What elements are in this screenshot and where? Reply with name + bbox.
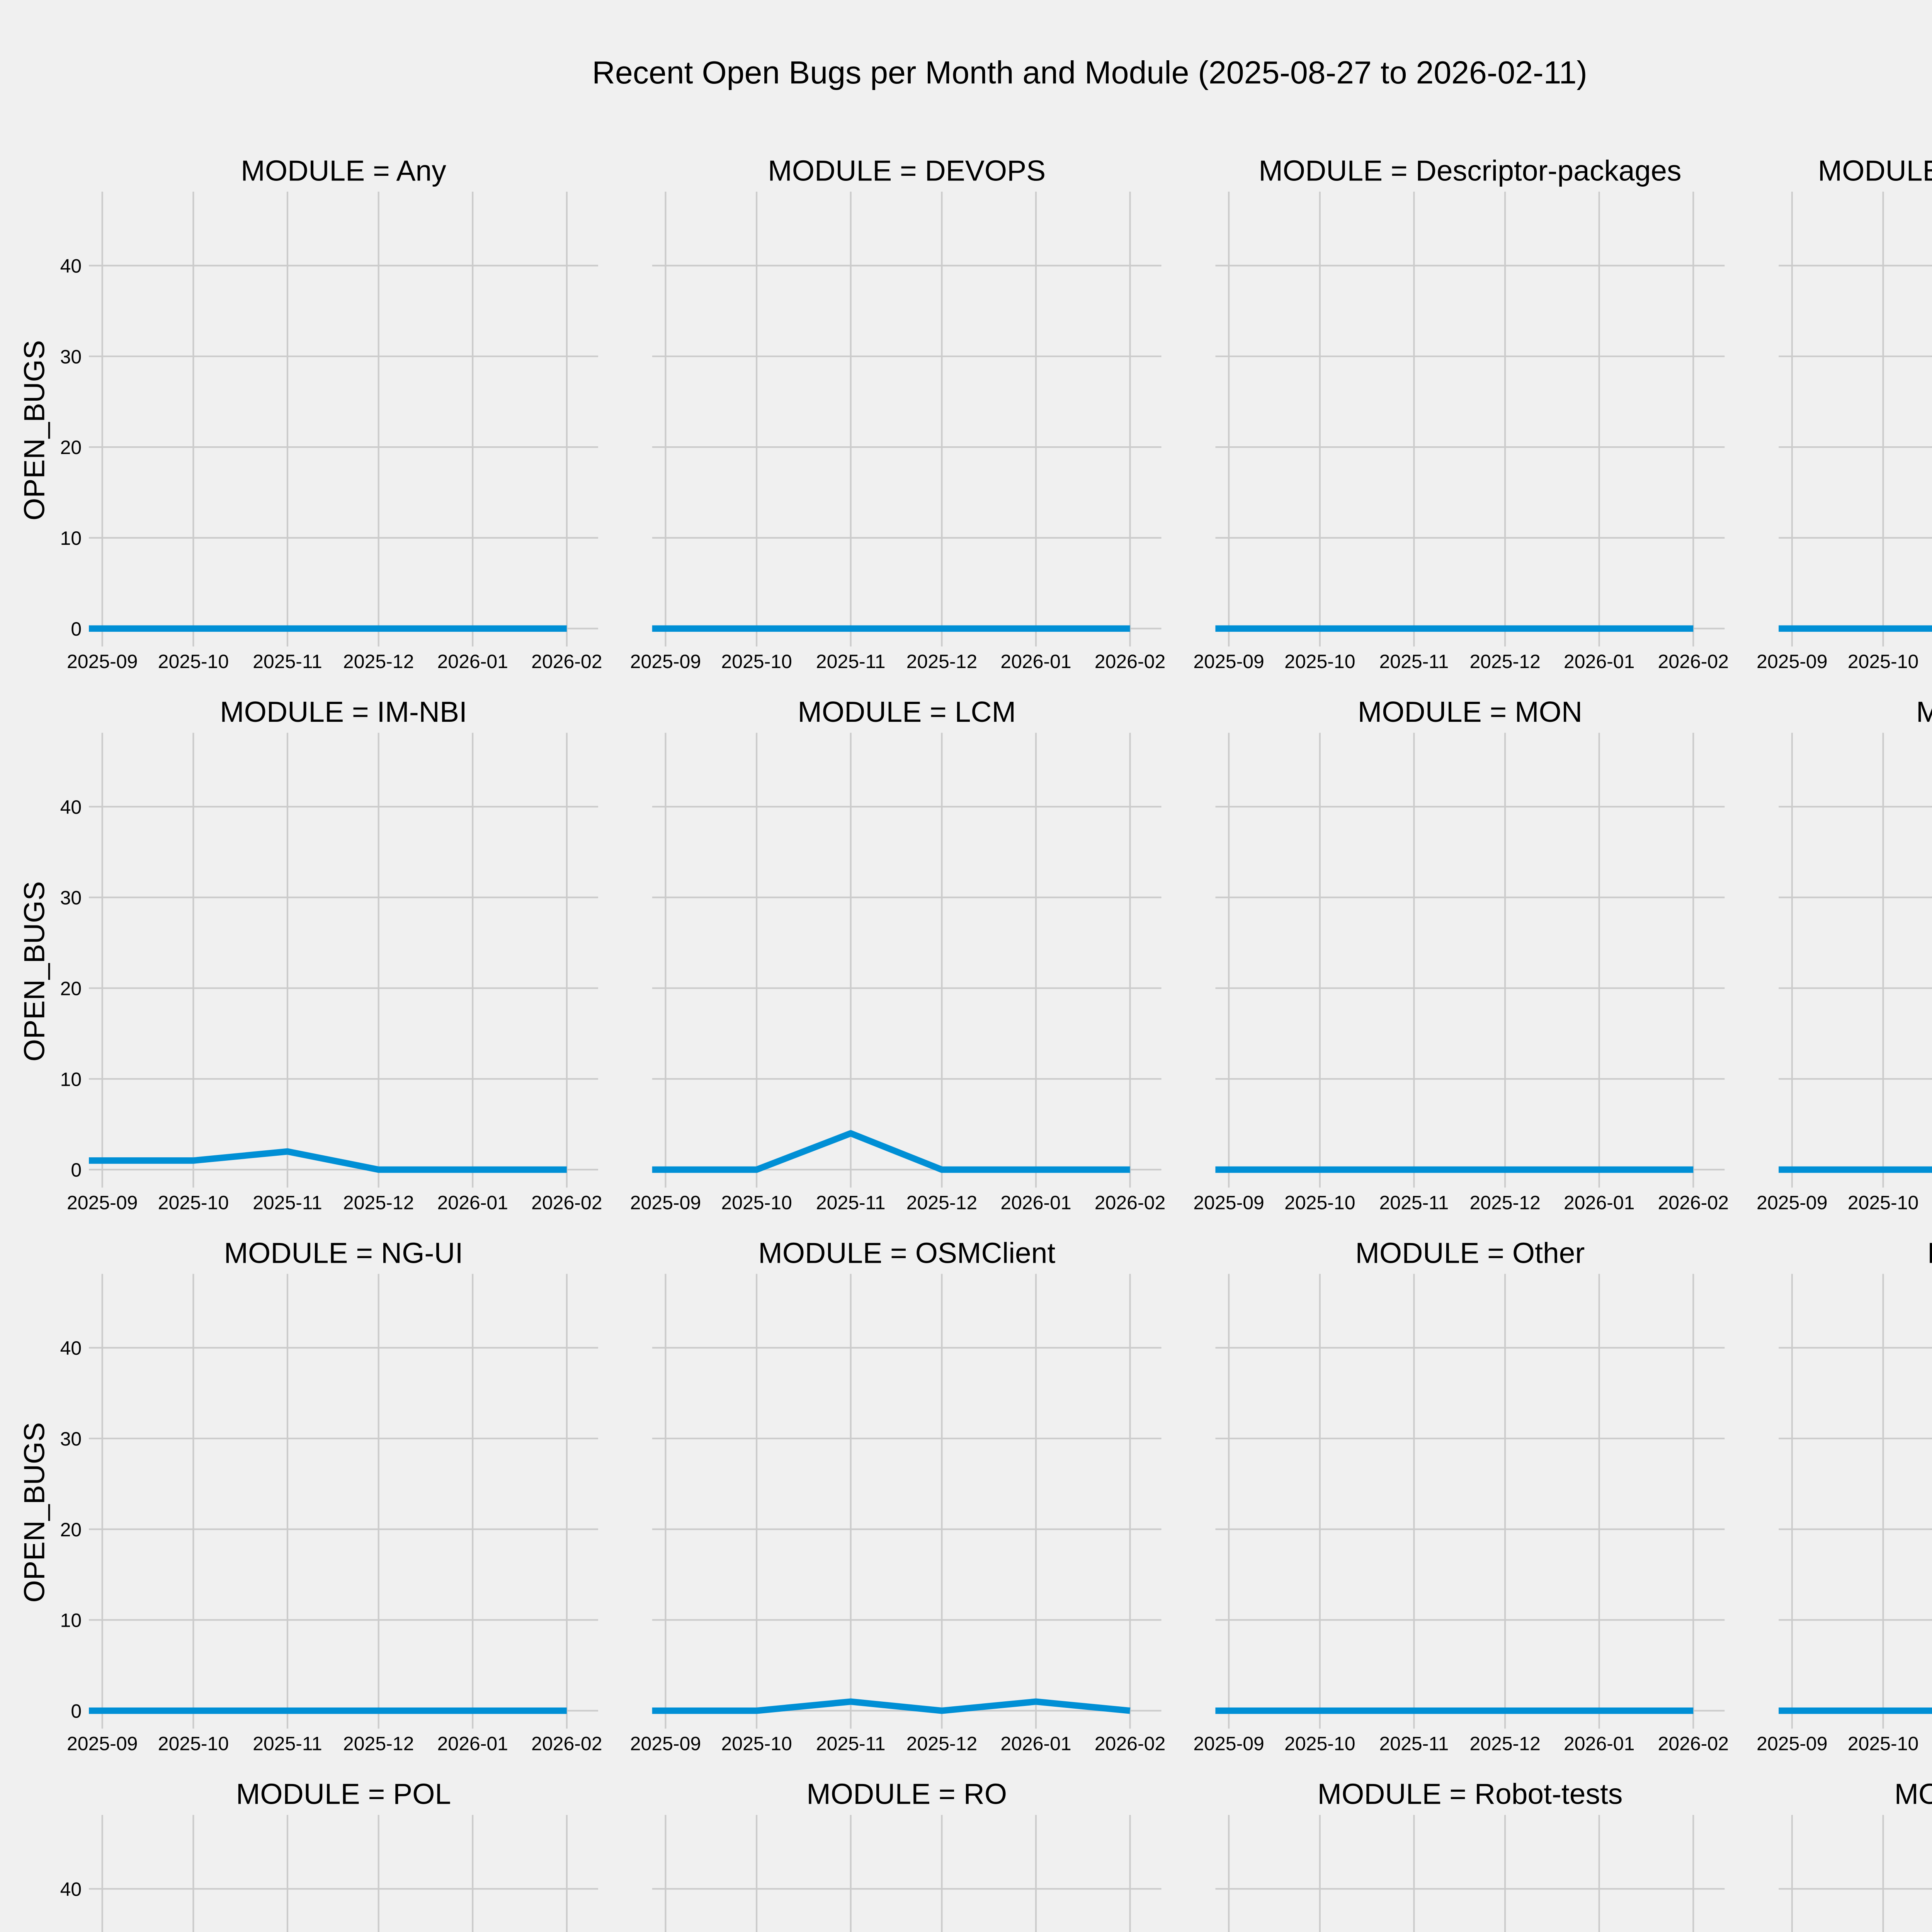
svg-text:10: 10 (60, 527, 82, 549)
svg-text:2026-01: 2026-01 (1564, 1192, 1635, 1213)
svg-text:MODULE = LCM: MODULE = LCM (798, 696, 1016, 728)
svg-text:0: 0 (71, 618, 82, 640)
svg-text:MODULE = OSMClient: MODULE = OSMClient (758, 1236, 1055, 1269)
svg-text:2025-11: 2025-11 (816, 1192, 886, 1213)
svg-text:MODULE = Other: MODULE = Other (1355, 1236, 1585, 1269)
svg-text:MODULE = Documentation / Wiki: MODULE = Documentation / Wiki (1818, 155, 1932, 187)
svg-text:2026-01: 2026-01 (437, 1192, 508, 1213)
svg-text:MODULE = POL: MODULE = POL (236, 1778, 451, 1810)
svg-text:MODULE = NG-UI: MODULE = NG-UI (224, 1236, 463, 1269)
svg-text:2025-09: 2025-09 (67, 1733, 138, 1755)
svg-text:2025-11: 2025-11 (1379, 651, 1449, 672)
svg-text:MODULE = RO: MODULE = RO (806, 1778, 1007, 1810)
svg-text:2025-12: 2025-12 (343, 1192, 414, 1213)
svg-text:30: 30 (60, 346, 82, 367)
svg-text:MODULE = MON: MODULE = MON (1358, 696, 1582, 728)
svg-text:2025-09: 2025-09 (1193, 1192, 1264, 1213)
svg-text:20: 20 (60, 978, 82, 999)
svg-text:2025-09: 2025-09 (630, 1733, 701, 1755)
svg-text:MODULE = Unknown: MODULE = Unknown (1895, 1778, 1932, 1810)
svg-text:2025-10: 2025-10 (1848, 1733, 1919, 1755)
svg-text:2025-10: 2025-10 (1848, 1192, 1919, 1213)
svg-text:2025-09: 2025-09 (1193, 651, 1264, 672)
svg-text:40: 40 (60, 1878, 82, 1900)
svg-text:MODULE = N2VC: MODULE = N2VC (1916, 696, 1932, 728)
svg-text:40: 40 (60, 1337, 82, 1359)
svg-text:OPEN_BUGS: OPEN_BUGS (18, 881, 50, 1061)
svg-text:2025-12: 2025-12 (343, 1733, 414, 1755)
svg-text:20: 20 (60, 437, 82, 458)
svg-text:2025-09: 2025-09 (630, 651, 701, 672)
svg-text:MODULE = Any: MODULE = Any (241, 155, 446, 187)
svg-text:Recent Open Bugs per Month and: Recent Open Bugs per Month and Module (2… (592, 55, 1587, 90)
svg-text:2026-02: 2026-02 (531, 1733, 602, 1755)
svg-text:2025-11: 2025-11 (253, 1733, 322, 1755)
svg-text:MODULE = Robot-tests: MODULE = Robot-tests (1317, 1778, 1622, 1810)
svg-text:30: 30 (60, 887, 82, 909)
svg-text:2025-10: 2025-10 (1284, 651, 1355, 672)
svg-text:2025-10: 2025-10 (721, 651, 792, 672)
svg-text:0: 0 (71, 1700, 82, 1722)
svg-text:2026-01: 2026-01 (1000, 1192, 1071, 1213)
svg-text:2025-10: 2025-10 (721, 1733, 792, 1755)
svg-text:10: 10 (60, 1068, 82, 1090)
svg-text:2026-02: 2026-02 (1658, 651, 1729, 672)
svg-text:2026-02: 2026-02 (1658, 1733, 1729, 1755)
svg-text:2026-01: 2026-01 (1564, 651, 1635, 672)
svg-text:2025-09: 2025-09 (67, 1192, 138, 1213)
svg-text:2025-09: 2025-09 (1757, 1192, 1828, 1213)
svg-text:2025-10: 2025-10 (1848, 651, 1919, 672)
svg-text:2026-02: 2026-02 (1658, 1192, 1729, 1213)
svg-text:2025-10: 2025-10 (1284, 1733, 1355, 1755)
svg-text:2025-12: 2025-12 (1469, 651, 1540, 672)
svg-text:0: 0 (71, 1159, 82, 1181)
svg-text:2026-01: 2026-01 (1000, 651, 1071, 672)
svg-text:2025-12: 2025-12 (906, 1733, 978, 1755)
svg-text:40: 40 (60, 796, 82, 818)
svg-text:2025-10: 2025-10 (158, 1733, 229, 1755)
svg-text:10: 10 (60, 1610, 82, 1631)
svg-text:2025-12: 2025-12 (1469, 1733, 1540, 1755)
svg-text:2025-11: 2025-11 (816, 1733, 886, 1755)
svg-text:2026-01: 2026-01 (1000, 1733, 1071, 1755)
svg-text:2025-10: 2025-10 (721, 1192, 792, 1213)
svg-text:2026-02: 2026-02 (531, 1192, 602, 1213)
svg-text:2025-09: 2025-09 (1757, 1733, 1828, 1755)
svg-text:2025-09: 2025-09 (630, 1192, 701, 1213)
svg-text:2025-12: 2025-12 (1469, 1192, 1540, 1213)
svg-text:MODULE = IM-NBI: MODULE = IM-NBI (220, 696, 467, 728)
svg-text:2025-11: 2025-11 (1379, 1192, 1449, 1213)
svg-text:2025-09: 2025-09 (1757, 651, 1828, 672)
svg-text:OPEN_BUGS: OPEN_BUGS (18, 1422, 50, 1603)
svg-text:MODULE = Descriptor-packages: MODULE = Descriptor-packages (1259, 155, 1681, 187)
svg-text:2025-12: 2025-12 (906, 651, 978, 672)
svg-text:2026-01: 2026-01 (437, 1733, 508, 1755)
svg-text:2026-02: 2026-02 (531, 651, 602, 672)
svg-text:40: 40 (60, 255, 82, 277)
svg-text:2025-11: 2025-11 (253, 651, 322, 672)
svg-text:OPEN_BUGS: OPEN_BUGS (18, 340, 50, 520)
svg-text:2026-02: 2026-02 (1095, 1192, 1165, 1213)
svg-text:MODULE = DEVOPS: MODULE = DEVOPS (768, 155, 1046, 187)
svg-text:2026-01: 2026-01 (437, 651, 508, 672)
svg-text:2025-09: 2025-09 (1193, 1733, 1264, 1755)
svg-text:MODULE = PLA: MODULE = PLA (1927, 1236, 1932, 1269)
svg-text:20: 20 (60, 1519, 82, 1541)
svg-text:2025-10: 2025-10 (1284, 1192, 1355, 1213)
svg-text:2025-12: 2025-12 (343, 651, 414, 672)
svg-text:2025-10: 2025-10 (158, 651, 229, 672)
svg-text:2025-12: 2025-12 (906, 1192, 978, 1213)
svg-text:2026-02: 2026-02 (1095, 1733, 1165, 1755)
svg-text:2025-11: 2025-11 (253, 1192, 322, 1213)
svg-text:2025-11: 2025-11 (1379, 1733, 1449, 1755)
svg-text:30: 30 (60, 1428, 82, 1450)
svg-text:2026-01: 2026-01 (1564, 1733, 1635, 1755)
svg-text:2025-10: 2025-10 (158, 1192, 229, 1213)
svg-text:2026-02: 2026-02 (1095, 651, 1165, 672)
svg-text:2025-11: 2025-11 (816, 651, 886, 672)
svg-text:2025-09: 2025-09 (67, 651, 138, 672)
